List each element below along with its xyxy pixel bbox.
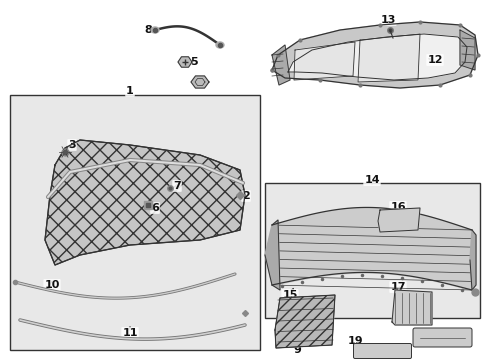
Text: 6: 6 xyxy=(151,203,159,213)
Polygon shape xyxy=(275,295,335,348)
Text: 4: 4 xyxy=(193,78,201,88)
Text: 17: 17 xyxy=(390,282,406,292)
Ellipse shape xyxy=(151,27,159,33)
Polygon shape xyxy=(275,295,335,348)
Bar xyxy=(265,183,480,318)
Text: 10: 10 xyxy=(44,280,60,290)
Polygon shape xyxy=(288,34,467,80)
Text: 19: 19 xyxy=(347,336,363,346)
Polygon shape xyxy=(45,140,245,265)
Text: 5: 5 xyxy=(190,57,198,67)
Text: 8: 8 xyxy=(144,25,152,35)
Text: 12: 12 xyxy=(427,55,443,65)
Polygon shape xyxy=(294,42,355,80)
Text: 14: 14 xyxy=(364,175,380,185)
Polygon shape xyxy=(265,220,280,290)
Text: 18: 18 xyxy=(452,328,468,338)
Text: 7: 7 xyxy=(173,181,181,191)
Text: 3: 3 xyxy=(68,140,76,150)
Polygon shape xyxy=(178,57,192,67)
Polygon shape xyxy=(45,140,245,265)
Ellipse shape xyxy=(216,42,224,48)
Text: 13: 13 xyxy=(380,15,396,25)
Text: 1: 1 xyxy=(126,86,134,96)
Polygon shape xyxy=(470,230,476,290)
FancyBboxPatch shape xyxy=(353,343,412,359)
Polygon shape xyxy=(392,290,432,325)
Polygon shape xyxy=(272,45,290,85)
Polygon shape xyxy=(378,208,420,232)
Text: 11: 11 xyxy=(122,328,138,338)
Polygon shape xyxy=(272,22,478,88)
Text: 2: 2 xyxy=(242,191,250,201)
Polygon shape xyxy=(460,30,475,70)
FancyBboxPatch shape xyxy=(413,328,472,347)
Bar xyxy=(10,95,260,350)
Text: 15: 15 xyxy=(282,290,298,300)
Text: 9: 9 xyxy=(293,345,301,355)
Text: 16: 16 xyxy=(390,202,406,212)
Polygon shape xyxy=(191,76,209,88)
Polygon shape xyxy=(358,34,420,82)
